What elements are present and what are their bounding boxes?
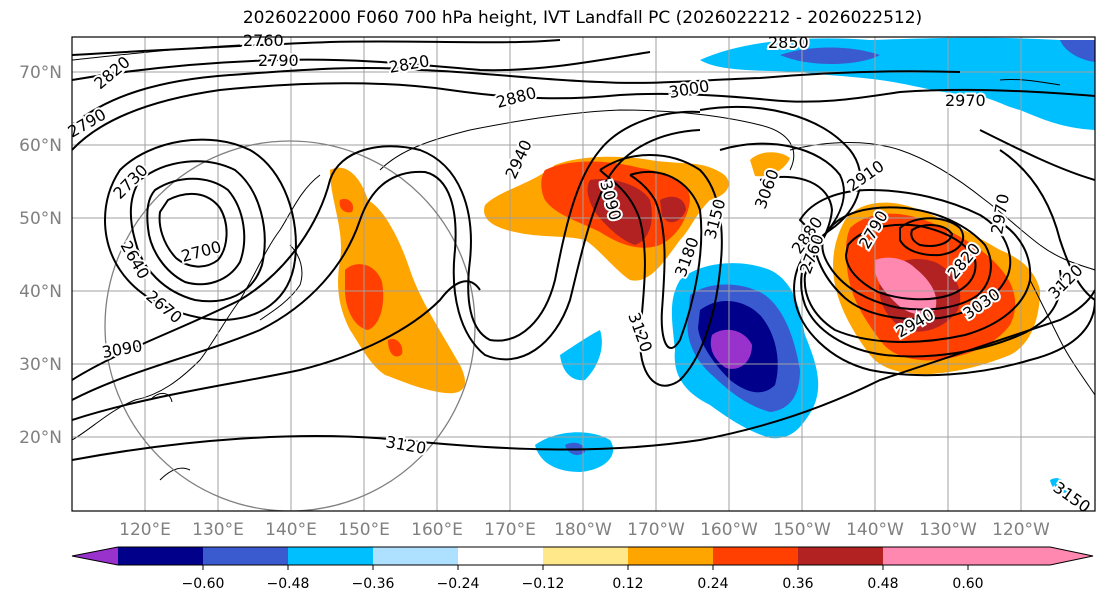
lon-label: 140°W <box>846 520 904 540</box>
colorbar: −0.60 −0.48 −0.36 −0.24 −0.12 0.12 0.24 … <box>71 546 1094 592</box>
colorbar-tick-label: −0.24 <box>437 576 480 592</box>
lon-label: 140°E <box>265 520 317 540</box>
colorbar-outline <box>71 546 1094 566</box>
colorbar-tick-label: 0.36 <box>782 576 813 592</box>
colorbar-segment <box>288 547 373 565</box>
colorbar-tick-label: 0.60 <box>952 576 983 592</box>
height-contours <box>72 39 1095 461</box>
lon-label: 160°W <box>700 520 758 540</box>
lon-label: 150°W <box>773 520 831 540</box>
colorbar-tick-label: 0.48 <box>867 576 898 592</box>
colorbar-segment <box>118 547 203 565</box>
ivt-shading <box>330 37 1095 493</box>
colorbar-segment <box>543 547 628 565</box>
map-frame <box>71 36 1096 512</box>
colorbar-segment <box>203 547 288 565</box>
lon-label: 160°E <box>411 520 463 540</box>
colorbar-tick-label: 0.24 <box>697 576 728 592</box>
lat-label: 40°N <box>19 282 62 302</box>
longitude-labels: 120°E 130°E 140°E 150°E 160°E 170°E 180°… <box>119 520 1050 540</box>
lon-label: 130°W <box>919 520 977 540</box>
lat-label: 60°N <box>19 136 62 156</box>
lon-label: 170°W <box>627 520 685 540</box>
colorbar-tick-label: −0.48 <box>267 576 310 592</box>
colorbar-extend-max <box>968 547 1093 565</box>
contour-label: 2790 <box>258 51 299 70</box>
lon-label: 170°E <box>484 520 536 540</box>
colorbar-segment <box>373 547 458 565</box>
lat-label: 20°N <box>19 428 62 448</box>
lon-label: 120°W <box>992 520 1050 540</box>
colorbar-tick-label: −0.36 <box>352 576 395 592</box>
lon-label: 120°E <box>119 520 171 540</box>
contour-label: 2850 <box>768 33 809 52</box>
lon-label: 130°E <box>192 520 244 540</box>
colorbar-tick-label: −0.60 <box>182 576 225 592</box>
lat-label: 30°N <box>19 355 62 375</box>
colorbar-segment <box>798 547 883 565</box>
colorbar-segment <box>458 547 543 565</box>
lon-label: 180°W <box>554 520 612 540</box>
latitude-labels: 70°N 60°N 50°N 40°N 30°N 20°N <box>19 63 62 448</box>
colorbar-segment <box>72 547 118 565</box>
lon-label: 150°E <box>338 520 390 540</box>
colorbar-segment <box>628 547 713 565</box>
colorbar-tick-label: −0.12 <box>522 576 565 592</box>
colorbar-tick-label: 0.12 <box>612 576 643 592</box>
colorbar-segment <box>883 547 968 565</box>
lat-label: 70°N <box>19 63 62 83</box>
contour-label: 2760 <box>243 31 284 50</box>
lat-label: 50°N <box>19 209 62 229</box>
contour-label: 2970 <box>945 91 986 110</box>
colorbar-segment <box>713 547 798 565</box>
map-title: 2026022000 F060 700 hPa height, IVT Land… <box>242 8 923 28</box>
